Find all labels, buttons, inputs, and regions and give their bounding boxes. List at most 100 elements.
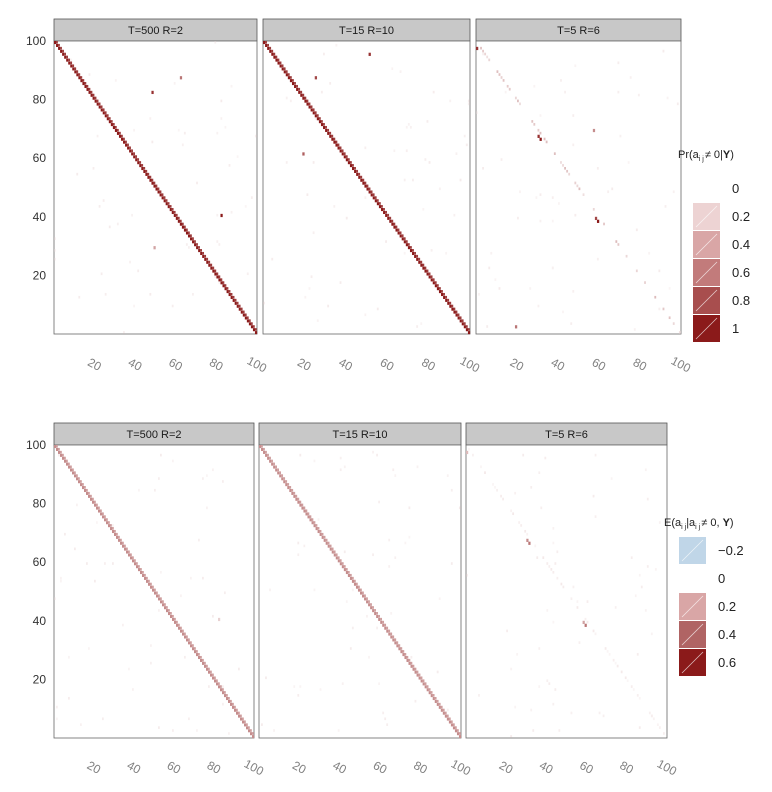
diagonal-cell bbox=[192, 647, 195, 651]
noise-cell bbox=[467, 99, 470, 103]
diagonal-cell bbox=[64, 55, 67, 59]
diagonal-cell bbox=[60, 450, 62, 454]
diagonal-cell bbox=[319, 532, 322, 536]
diagonal-cell bbox=[445, 298, 448, 302]
diagonal-cell bbox=[432, 696, 435, 701]
noise-cell bbox=[510, 735, 513, 738]
noise-cell bbox=[554, 688, 557, 691]
diagonal-cell bbox=[137, 158, 140, 161]
diagonal-cell bbox=[248, 322, 252, 326]
diagonal-cell bbox=[279, 474, 282, 478]
noise-cell bbox=[459, 178, 462, 182]
noise-cell bbox=[617, 61, 620, 65]
noise-cell bbox=[149, 117, 152, 120]
diagonal-cell bbox=[68, 465, 71, 469]
diagonal-cell bbox=[173, 210, 176, 214]
diagonal-cell bbox=[658, 726, 661, 729]
diagonal-cell bbox=[198, 653, 200, 656]
noise-cell bbox=[158, 477, 160, 480]
noise-cell bbox=[638, 573, 641, 577]
noise-cell bbox=[446, 474, 449, 477]
diagonal-cell bbox=[208, 260, 211, 264]
diagonal-cell bbox=[252, 328, 256, 332]
diagonal-cell bbox=[564, 166, 566, 170]
diagonal-cell bbox=[582, 193, 585, 196]
legend-label: 0.6 bbox=[718, 655, 736, 670]
diagonal-cell bbox=[364, 184, 367, 188]
diagonal-cell bbox=[444, 714, 447, 718]
diagonal-cell bbox=[285, 73, 288, 77]
diagonal-cell bbox=[68, 61, 71, 65]
diagonal-cell bbox=[141, 166, 144, 171]
y-tick-label: 40 bbox=[33, 614, 47, 628]
y-tick-label: 60 bbox=[33, 555, 47, 569]
noise-layer bbox=[54, 453, 240, 735]
diagonal-cell bbox=[273, 465, 276, 469]
diagonal-cell bbox=[100, 108, 103, 112]
noise-cell bbox=[558, 729, 561, 732]
diagonal-cell bbox=[317, 529, 320, 534]
noise-cell bbox=[114, 79, 117, 82]
diagonal-cell bbox=[446, 717, 449, 721]
noise-cell bbox=[539, 114, 542, 117]
diagonal-cell bbox=[299, 503, 302, 507]
diagonal-cell bbox=[449, 304, 452, 308]
diagonal-cell bbox=[208, 667, 210, 671]
diagonal-cell bbox=[405, 243, 409, 247]
diagonal-cell bbox=[172, 617, 175, 621]
diagonal-cell bbox=[130, 553, 132, 557]
legend-label: 1 bbox=[732, 321, 739, 336]
noise-cell bbox=[88, 73, 91, 76]
diagonal-cell bbox=[394, 641, 397, 645]
diagonal-cell bbox=[291, 488, 294, 492]
diagonal-cell bbox=[152, 585, 154, 589]
diagonal-cell bbox=[185, 231, 189, 235]
noise-cell bbox=[343, 550, 346, 554]
noise-cell bbox=[112, 562, 114, 565]
diagonal-cell bbox=[424, 682, 427, 685]
diagonal-cell bbox=[169, 208, 172, 212]
diagonal-cell bbox=[302, 96, 305, 100]
noise-cell bbox=[466, 573, 468, 577]
diagonal-cell bbox=[325, 538, 328, 542]
diagonal-cell bbox=[72, 64, 75, 68]
diagonal-cell bbox=[364, 181, 367, 185]
diagonal-cell bbox=[543, 137, 546, 141]
noise-cell bbox=[560, 79, 562, 82]
noise-cell bbox=[572, 114, 575, 117]
diagonal-cell bbox=[143, 166, 146, 170]
diagonal-cell bbox=[502, 497, 504, 501]
x-tick-label: 60 bbox=[371, 758, 390, 777]
diagonal-cell bbox=[327, 131, 330, 135]
diagonal-cell bbox=[393, 225, 396, 229]
diagonal-cell bbox=[96, 506, 99, 510]
diagonal-cell bbox=[349, 573, 352, 577]
noise-cell bbox=[432, 90, 435, 94]
diagonal-cell bbox=[380, 205, 383, 208]
diagonal-cell bbox=[158, 597, 161, 601]
noise-cell bbox=[482, 166, 484, 170]
diagonal-cell bbox=[90, 90, 93, 94]
diagonal-cell bbox=[443, 292, 445, 296]
diagonal-cell bbox=[440, 705, 443, 709]
diagonal-cell bbox=[116, 535, 119, 539]
x-tick-label: 100 bbox=[242, 757, 267, 779]
diagonal-cell bbox=[78, 76, 81, 80]
legend-key-glyph bbox=[695, 233, 718, 256]
noise-cell bbox=[160, 570, 162, 574]
noise-cell bbox=[185, 243, 188, 246]
diagonal-cell bbox=[160, 597, 162, 600]
diagonal-cell bbox=[456, 732, 460, 736]
diagonal-cell bbox=[167, 205, 170, 209]
noise-cell bbox=[514, 705, 517, 709]
diagonal-cell bbox=[267, 43, 270, 47]
diagonal-cell bbox=[385, 210, 387, 214]
diagonal-cell bbox=[271, 462, 274, 466]
data-cell bbox=[368, 52, 371, 56]
diagonal-cell bbox=[449, 301, 452, 305]
diagonal-cell bbox=[190, 234, 192, 238]
diagonal-cell bbox=[180, 626, 182, 630]
legend-label: 0.6 bbox=[732, 265, 750, 280]
diagonal-cell bbox=[74, 474, 77, 478]
noise-cell bbox=[384, 717, 387, 721]
